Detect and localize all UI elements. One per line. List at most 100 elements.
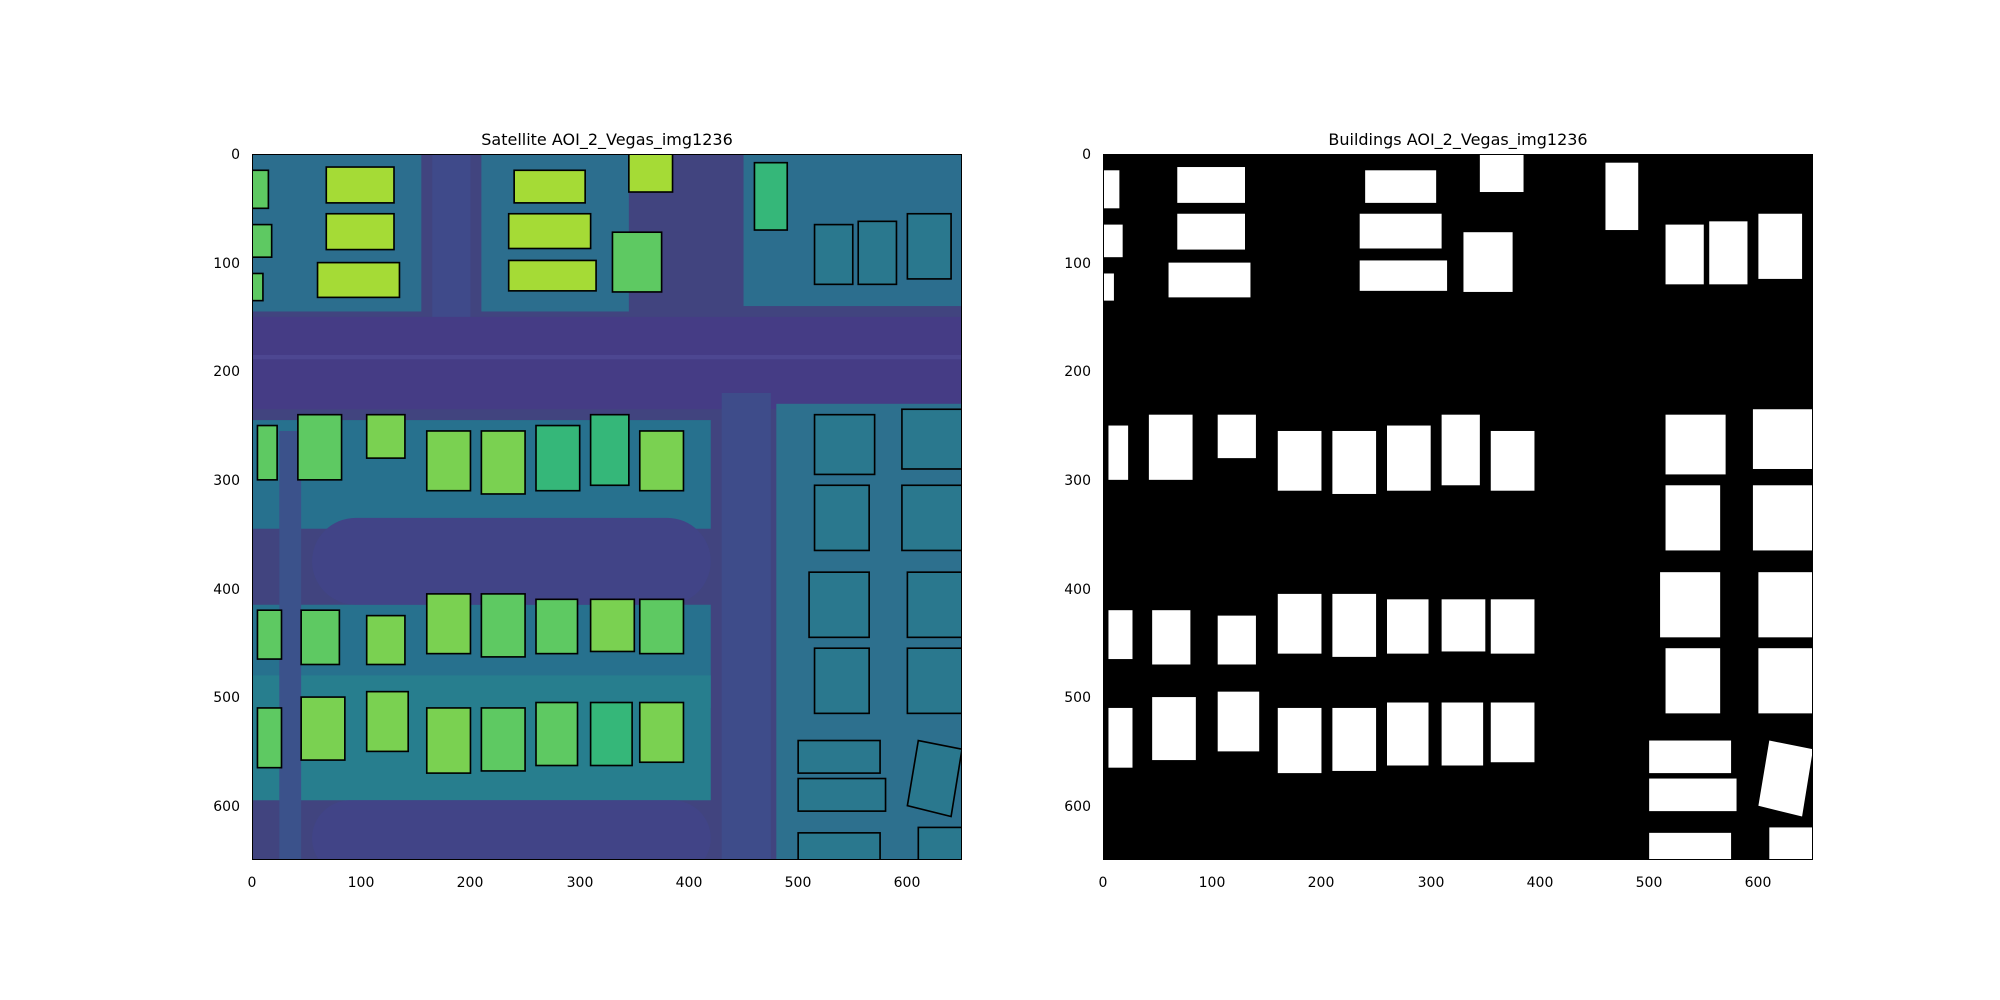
mask-building [1758, 572, 1813, 638]
mask-building [1217, 414, 1256, 459]
mask-building [1217, 615, 1256, 665]
mask-building [1605, 162, 1639, 231]
house [906, 647, 962, 715]
house [808, 571, 870, 639]
road-vertical [721, 392, 771, 860]
mask-building [1490, 702, 1535, 763]
mask-building [1103, 224, 1123, 258]
buildings-y-tick: 200 [1064, 364, 1091, 380]
buildings-y-tick: 300 [1064, 473, 1091, 489]
mask-building [1177, 213, 1245, 250]
house [906, 739, 962, 818]
road-lane [252, 354, 962, 360]
house [300, 696, 346, 761]
house [297, 413, 343, 481]
mask-building [1152, 697, 1196, 761]
mask-building [1649, 740, 1732, 774]
house [252, 169, 270, 210]
road-main [252, 316, 962, 410]
mask-building [1277, 430, 1322, 491]
buildings-x-tick: 600 [1744, 875, 1772, 891]
mask-building [1108, 425, 1129, 480]
house [753, 161, 789, 231]
buildings-x-tick: 0 [1098, 875, 1108, 891]
house [638, 598, 685, 655]
house [256, 609, 283, 660]
satellite-y-tick: 300 [213, 473, 240, 489]
mask-building [1490, 599, 1535, 654]
mask-building [1665, 648, 1721, 714]
house [611, 231, 663, 293]
mask-building [1441, 599, 1486, 652]
mask-building [1649, 832, 1732, 860]
house [325, 212, 395, 251]
house [513, 169, 586, 204]
house [507, 212, 592, 250]
mask-building [1332, 430, 1377, 494]
mask-building [1769, 827, 1813, 860]
buildings-y-tick: 400 [1064, 582, 1091, 598]
house [589, 701, 633, 767]
mask-building [1217, 691, 1260, 752]
road-vertical [432, 154, 471, 328]
house [480, 707, 526, 772]
mask-building [1752, 409, 1813, 469]
house [797, 739, 881, 774]
buildings-panel-title: Buildings AOI_2_Vegas_img1236 [1328, 130, 1588, 149]
house [256, 707, 283, 769]
satellite-y-tick: 0 [231, 147, 240, 163]
house [252, 272, 264, 302]
buildings-y-tick: 600 [1064, 799, 1091, 815]
mask-building [1168, 262, 1251, 298]
mask-building [1277, 707, 1322, 774]
satellite-image [252, 154, 962, 860]
house [316, 261, 401, 299]
satellite-y-tick: 400 [213, 582, 240, 598]
satellite-y-tick: 500 [213, 690, 240, 706]
house [628, 154, 674, 193]
house [813, 647, 870, 715]
buildings-x-tick: 100 [1198, 875, 1226, 891]
house [365, 614, 406, 666]
mask-building [1152, 610, 1191, 665]
mask-building [1108, 610, 1133, 660]
satellite-y-tick: 200 [213, 364, 240, 380]
mask-building [1387, 599, 1429, 654]
mask-building [1359, 260, 1448, 291]
mask-building [1441, 414, 1480, 486]
buildings-x-tick: 200 [1307, 875, 1335, 891]
mask-building [1332, 707, 1377, 771]
buildings-x-tick: 400 [1526, 875, 1554, 891]
buildings-x-tick: 300 [1417, 875, 1445, 891]
house [797, 832, 881, 860]
satellite-x-tick: 400 [675, 875, 703, 891]
satellite-x-tick: 100 [347, 875, 375, 891]
house [797, 777, 887, 812]
mask-building [1479, 154, 1524, 193]
house [906, 212, 952, 280]
house [857, 220, 898, 286]
satellite-x-tick: 600 [893, 875, 921, 891]
mask-building [1277, 593, 1322, 654]
mask-building [1758, 648, 1813, 714]
satellite-y-tick: 600 [213, 799, 240, 815]
satellite-x-tick: 200 [456, 875, 484, 891]
mask-building [1387, 702, 1429, 766]
house [300, 609, 341, 666]
house [365, 413, 406, 459]
house [365, 690, 410, 753]
house [589, 598, 636, 653]
buildings-y-tick: 0 [1082, 147, 1091, 163]
mask-building [1103, 170, 1120, 209]
road-culdesac [312, 800, 711, 860]
house [638, 430, 685, 492]
satellite-panel-title: Satellite AOI_2_Vegas_img1236 [481, 130, 733, 149]
house [813, 484, 870, 552]
house [917, 826, 962, 860]
mask-building [1108, 707, 1133, 768]
buildings-y-tick: 100 [1064, 256, 1091, 272]
buildings-y-tick: 500 [1064, 690, 1091, 706]
mask-building [1359, 213, 1442, 249]
house [813, 413, 876, 476]
road-side [279, 430, 302, 860]
